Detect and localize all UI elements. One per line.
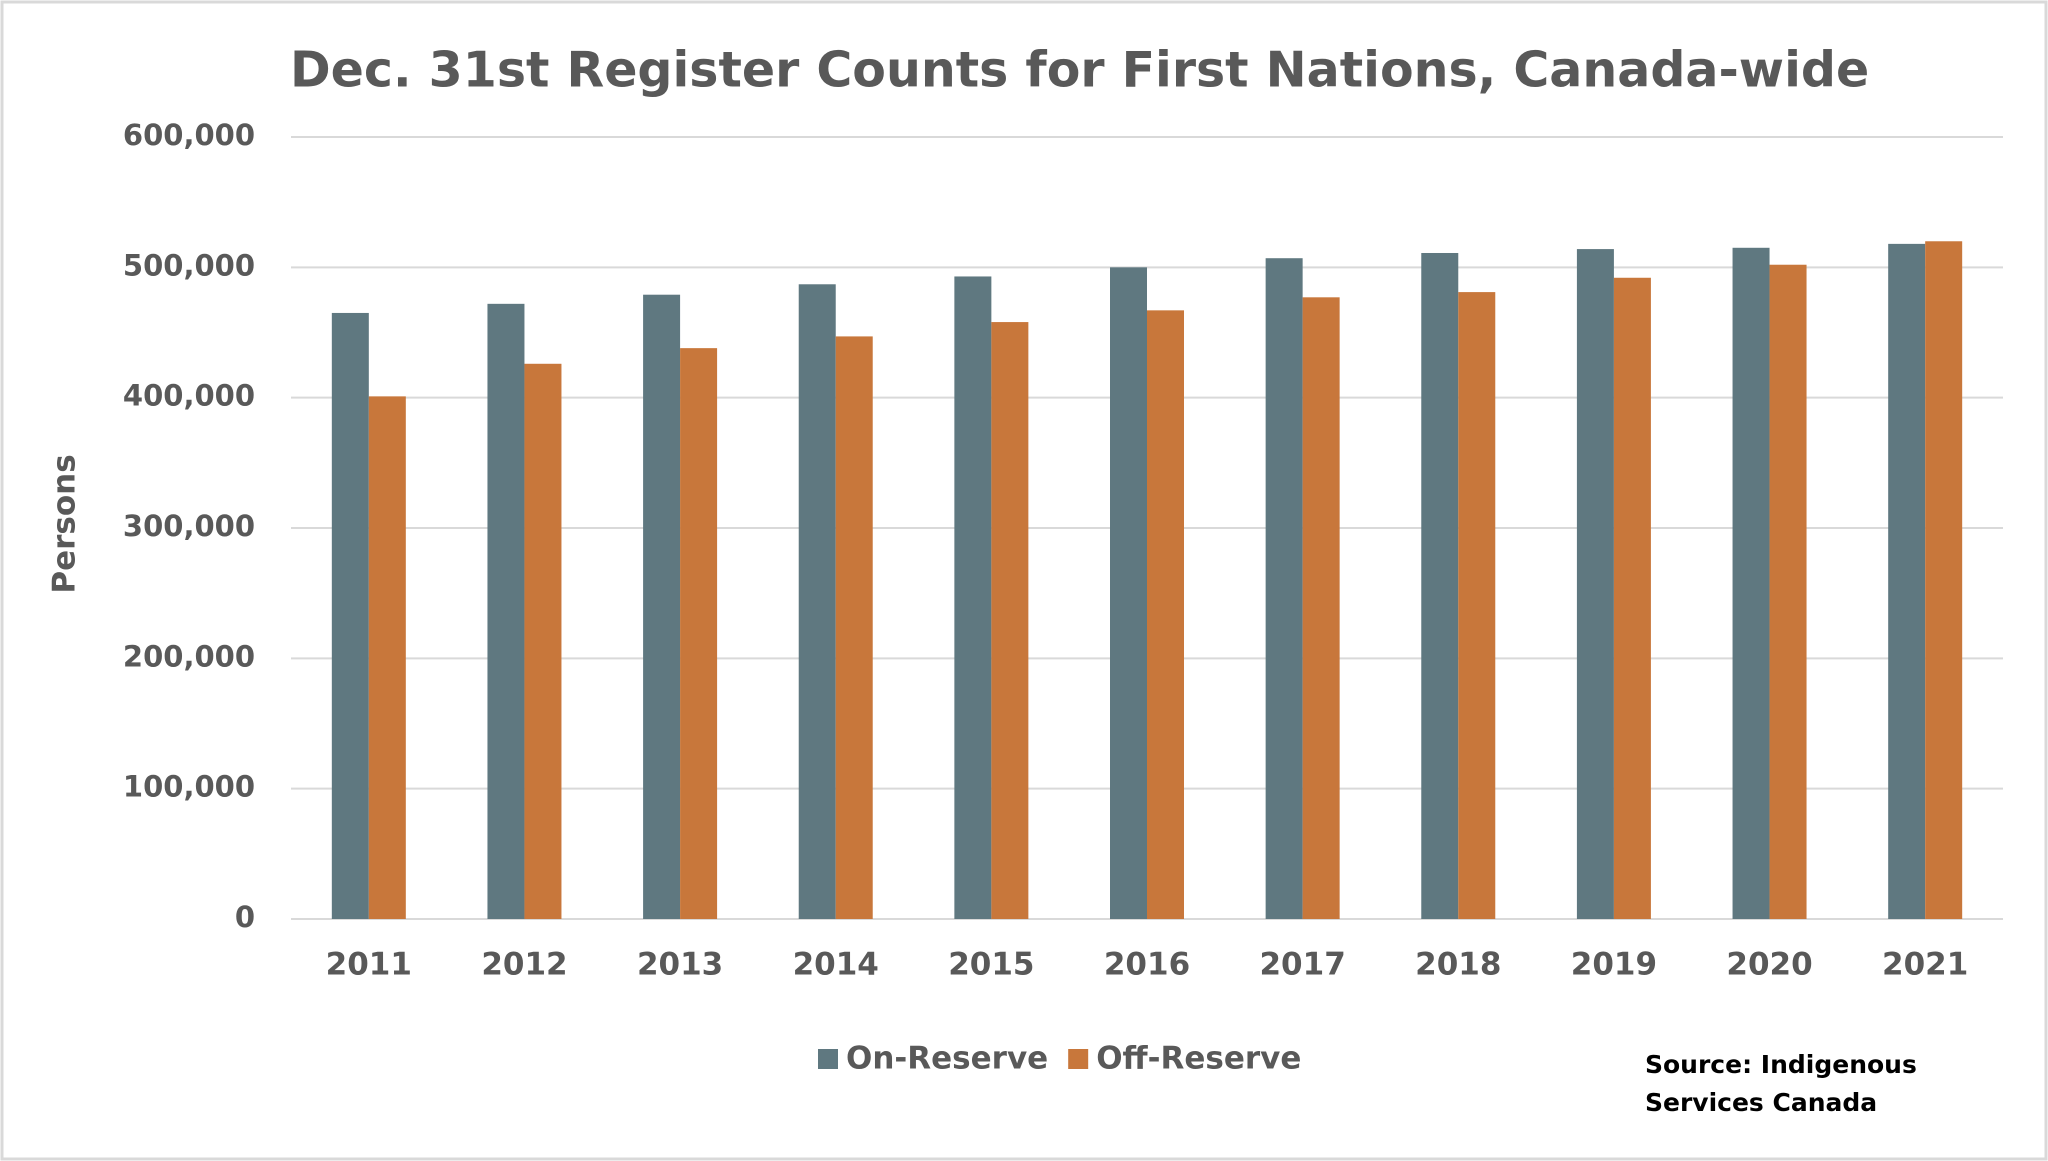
bar [680, 348, 718, 919]
y-tick-label: 0 [235, 900, 255, 934]
bar [1925, 241, 1963, 919]
bar [1421, 252, 1459, 919]
y-tick-label: 300,000 [123, 509, 255, 543]
bar [1265, 258, 1303, 920]
x-tick-label: 2019 [1571, 947, 1657, 983]
bar [1732, 247, 1770, 920]
bar [368, 396, 406, 919]
y-tick-label: 100,000 [123, 770, 255, 804]
y-axis-title: Persons [47, 454, 83, 593]
bar [1613, 277, 1651, 919]
x-tick-label: 2020 [1726, 947, 1812, 983]
bar [524, 363, 562, 919]
bar [798, 284, 836, 919]
x-tick-label: 2017 [1259, 947, 1345, 983]
legend-label: Off-Reserve [1096, 1041, 1301, 1077]
x-tick-label: 2016 [1104, 947, 1190, 983]
x-tick-label: 2011 [326, 947, 412, 983]
legend-swatch [1068, 1049, 1089, 1069]
legend-label: On-Reserve [846, 1041, 1048, 1077]
x-tick-label: 2018 [1415, 947, 1501, 983]
chart-title: Dec. 31st Register Counts for First Nati… [290, 42, 1869, 99]
y-tick-label: 500,000 [123, 248, 255, 282]
bar [954, 276, 992, 919]
x-tick-label: 2012 [481, 947, 567, 983]
bar [1769, 264, 1807, 919]
x-tick-label: 2013 [637, 947, 723, 983]
x-tick-label: 2014 [793, 947, 879, 983]
source-note: Source: Indigenous Services Canada [1645, 1050, 1917, 1117]
bar [1458, 292, 1496, 919]
bar [331, 312, 369, 919]
y-tick-label: 600,000 [123, 118, 255, 152]
bar [1147, 310, 1184, 919]
bar [1302, 297, 1340, 919]
bar [643, 294, 681, 919]
bar [991, 322, 1029, 919]
bar [835, 336, 873, 919]
y-tick-label: 200,000 [123, 639, 255, 673]
bar [1110, 267, 1147, 919]
x-tick-label: 2021 [1882, 947, 1968, 983]
bar [1576, 249, 1614, 919]
y-tick-label: 400,000 [123, 379, 255, 413]
bar [1888, 243, 1926, 919]
x-tick-label: 2015 [948, 947, 1034, 983]
bar [487, 303, 525, 919]
legend-swatch [818, 1049, 838, 1069]
